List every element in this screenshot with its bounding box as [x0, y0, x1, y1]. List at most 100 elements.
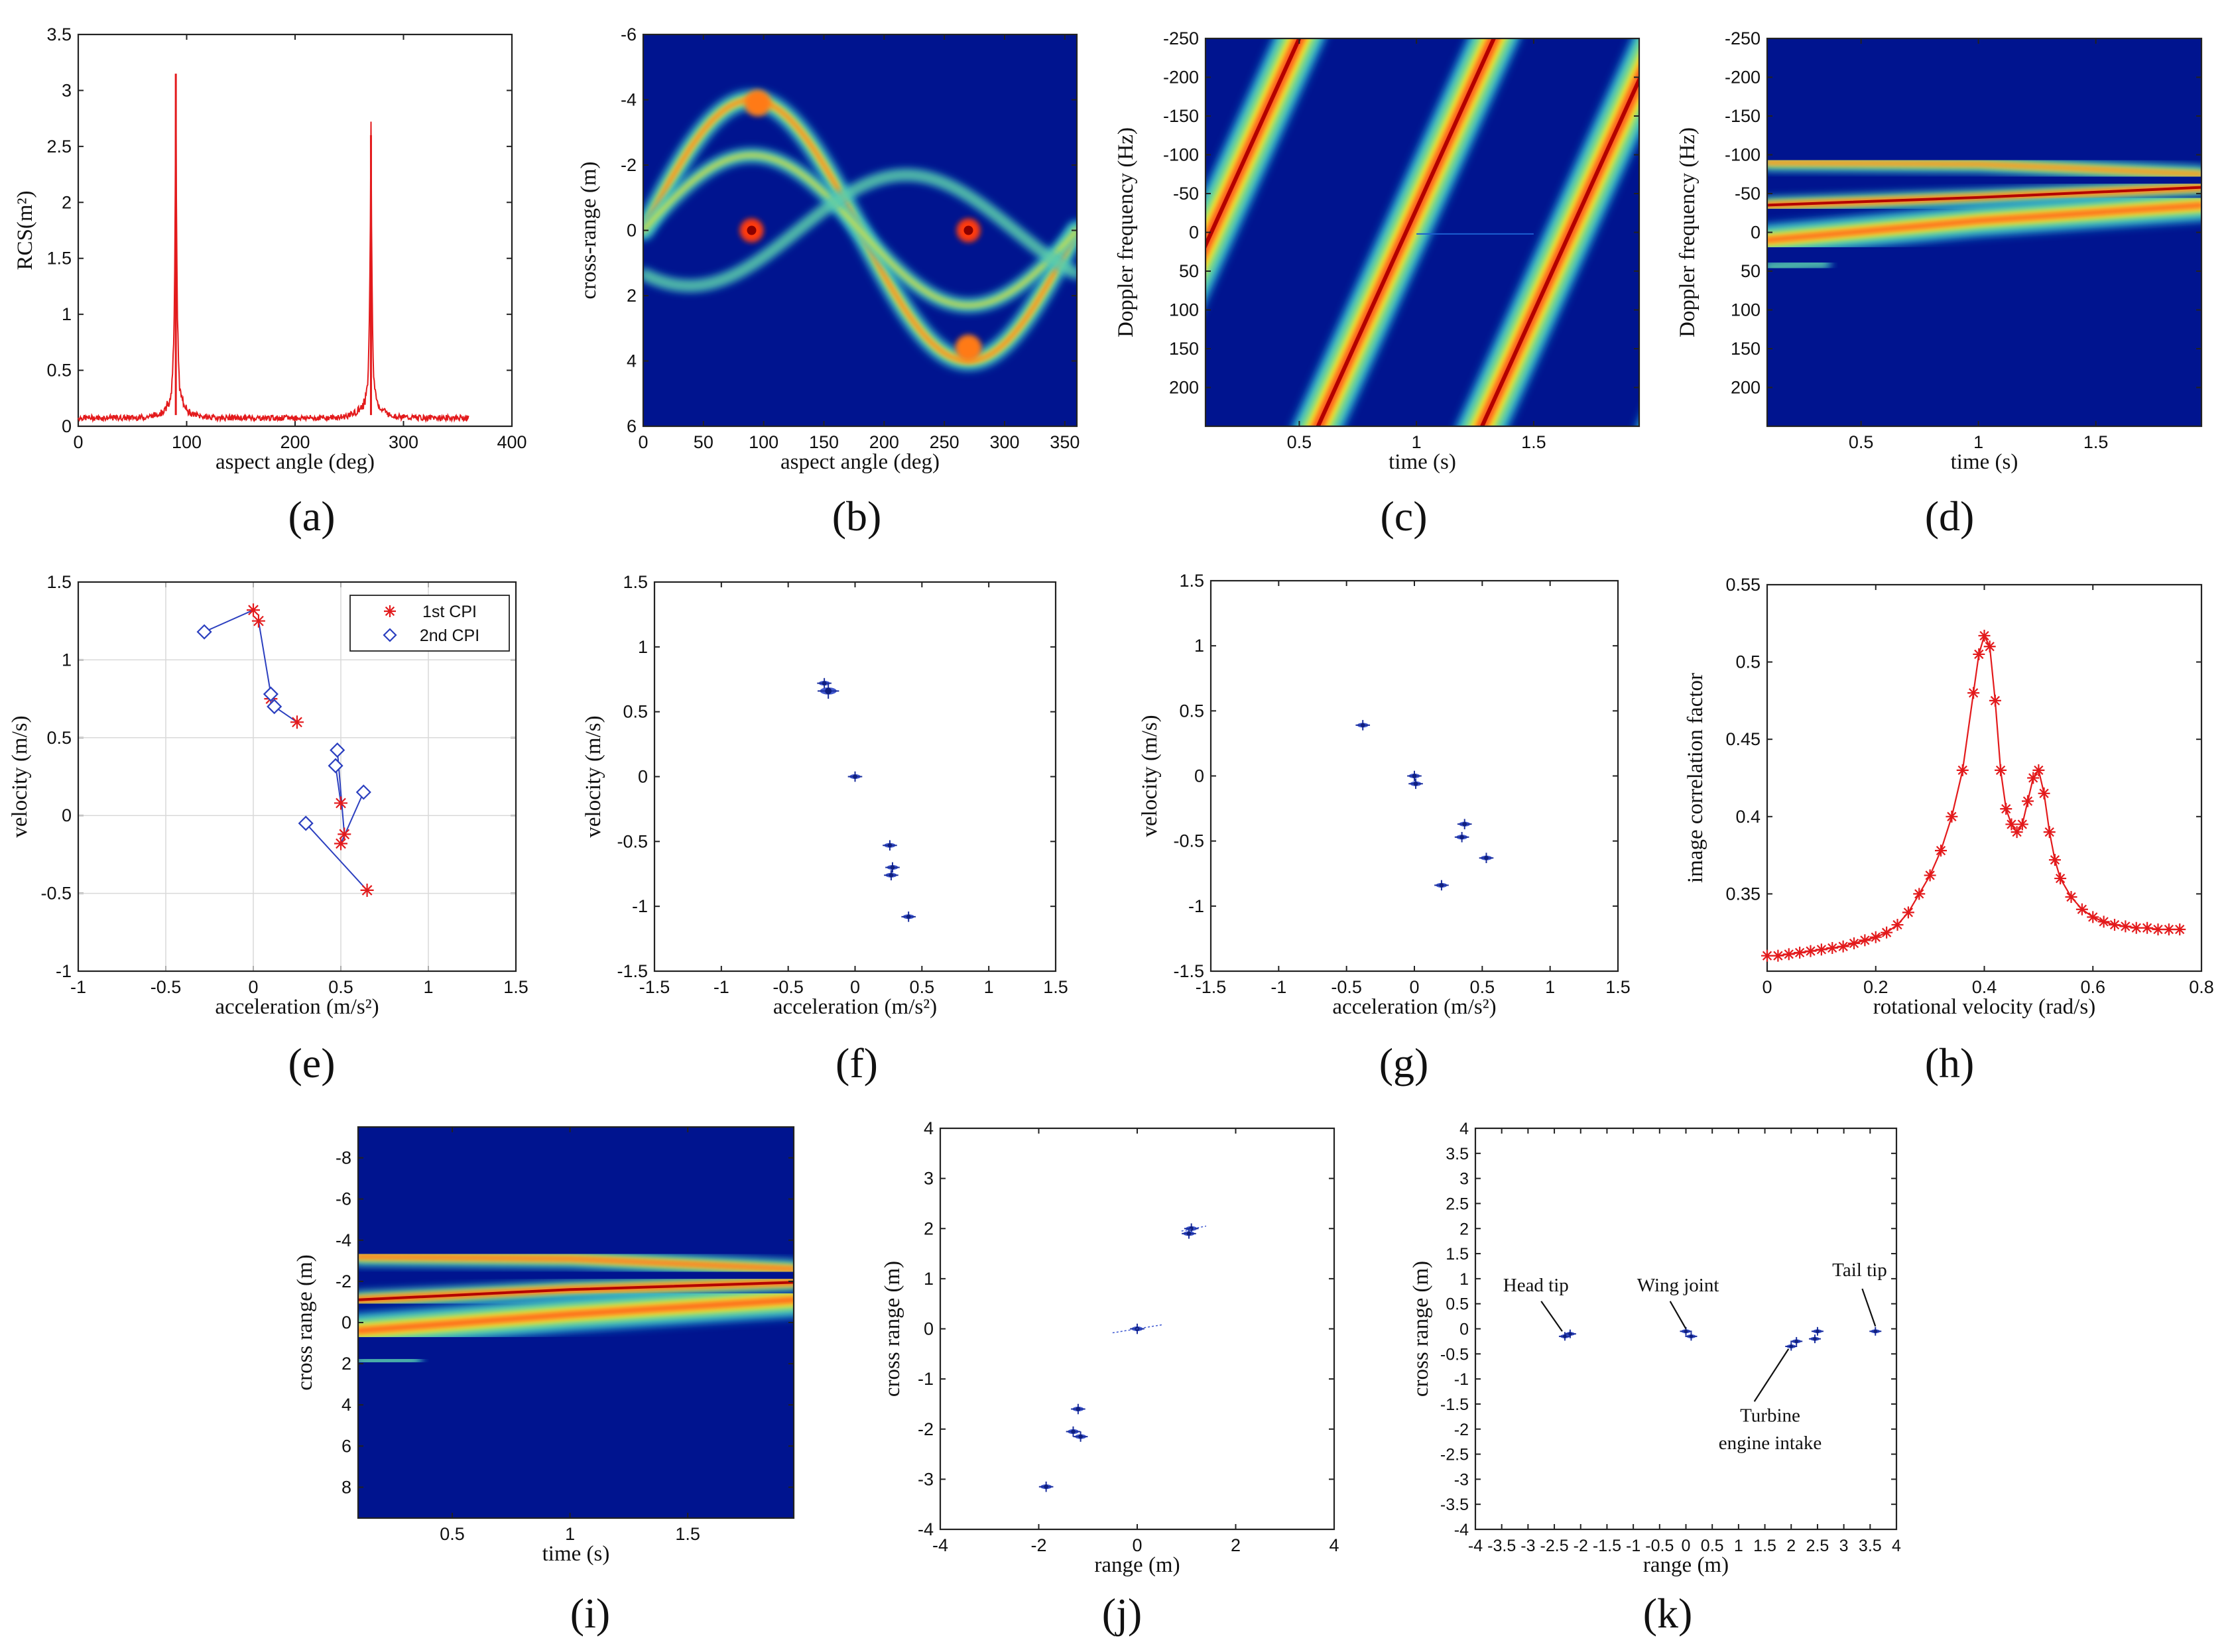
x-tick-label: -0.5: [1331, 977, 1362, 997]
y-tick-label: -250: [1163, 29, 1199, 48]
y-tick-label: -4: [336, 1230, 351, 1250]
x-tick-label: -1: [1270, 977, 1286, 997]
scatter-point: [1484, 855, 1489, 860]
y-tick-label: 0.5: [46, 361, 72, 381]
x-tick-label: 1.5: [675, 1524, 700, 1544]
x-tick-label: -2.5: [1540, 1537, 1569, 1555]
y-tick-label: -1.5: [1440, 1395, 1469, 1414]
scatter-point: [1462, 821, 1467, 827]
correlation-marker: [2050, 855, 2060, 865]
correlation-marker: [1827, 943, 1837, 953]
y-tick-label: -1: [918, 1369, 934, 1389]
panel-label-b: (b): [832, 493, 882, 540]
x-tick-label: 0.5: [1701, 1537, 1724, 1555]
y-tick-label: 0.4: [1735, 807, 1761, 827]
y-tick-label: -3: [918, 1469, 934, 1489]
x-tick-label: 1: [1973, 432, 1983, 452]
x-tick-label: 300: [389, 432, 418, 452]
y-tick-label: -2: [918, 1419, 934, 1439]
x-tick-label: 400: [497, 432, 526, 452]
panel-label-i: (i): [570, 1590, 610, 1637]
specular-core: [963, 225, 973, 235]
y-tick-label: -150: [1163, 106, 1199, 126]
band-middle: [1767, 186, 2201, 207]
chart-k: -4 -3.5 -3 -2.5 -2 -1.5 -1 -0.5 0 0.5 1 1.5 2 2.5 3 3.5…: [1409, 1120, 1901, 1577]
correlation-marker: [2022, 796, 2033, 806]
scatterer: [1071, 1429, 1076, 1434]
plot-frame: [1766, 583, 2203, 973]
y-tick-label: -0.5: [1173, 831, 1204, 851]
x-axis-label: time (s): [542, 1542, 610, 1566]
y-tick-label: -4: [1454, 1521, 1469, 1539]
x-tick-label: 0.5: [1470, 977, 1495, 997]
chart-b: 0 50 100 150 200 250 300 350 -6 -4 -2 0 2 4 6 aspect an…: [577, 25, 1080, 474]
panel-label-f: (f): [836, 1039, 878, 1087]
hotspot-bottom: [955, 334, 982, 361]
legend-box: [349, 595, 510, 652]
y-axis-label: velocity (m/s): [8, 715, 32, 837]
rcs-line: [78, 79, 469, 424]
x-tick-label: 250: [930, 432, 959, 452]
correlation-marker: [1995, 765, 2006, 775]
x-tick-label: 0.5: [440, 1524, 465, 1544]
correlation-marker: [1979, 630, 1989, 641]
band-upper: [358, 1254, 794, 1271]
annotation-wing-joint: Wing joint: [1637, 1275, 1719, 1296]
scatter-point: [1412, 774, 1417, 778]
plot-frame: [77, 581, 517, 973]
scatterer: [1189, 1226, 1194, 1231]
point-2nd-cpi: [328, 758, 343, 774]
y-tick-label: 0.5: [1735, 652, 1761, 672]
y-tick-label: -3: [1454, 1470, 1469, 1489]
x-tick-label: -1.5: [1196, 977, 1227, 997]
scatter-point: [890, 865, 895, 870]
arrow-wing-joint: [1669, 1301, 1687, 1330]
point-1st-cpi: [253, 615, 264, 626]
correlation-marker: [1762, 951, 1772, 961]
plot-frame: [77, 33, 513, 428]
y-tick-label: 2: [924, 1218, 934, 1238]
y-tick-label: -50: [1173, 184, 1199, 204]
x-axis-label: rotational velocity (rad/s): [1873, 995, 2095, 1019]
y-tick-label: 0.5: [623, 702, 648, 722]
y-tick-label: 2: [627, 286, 637, 306]
y-tick-label: -1.5: [617, 961, 648, 981]
y-tick-label: 6: [341, 1436, 351, 1456]
cpi-link: [204, 609, 254, 633]
correlation-marker: [2055, 873, 2066, 884]
x-tick-label: 0.5: [1287, 432, 1312, 452]
point-2nd-cpi: [267, 699, 282, 715]
streak: [1181, 1225, 1207, 1232]
point-2nd-cpi: [263, 686, 278, 702]
correlation-marker: [1903, 908, 1914, 917]
x-tick-label: 4: [1329, 1535, 1339, 1555]
correlation-marker: [2142, 923, 2152, 933]
y-tick-label: 200: [1731, 378, 1761, 398]
y-tick-label: 1.5: [1179, 571, 1204, 591]
specular-core: [747, 225, 757, 235]
y-tick-label: 1: [62, 650, 72, 670]
correlation-marker: [2121, 921, 2131, 931]
plot-frame: [653, 581, 1057, 973]
annotation-engine-intake: engine intake: [1719, 1433, 1822, 1454]
y-axis-label: cross range (m): [881, 1261, 904, 1397]
scatterer: [1816, 1329, 1820, 1334]
scatter-point: [853, 774, 857, 779]
annotation-turbine: Turbine: [1740, 1405, 1800, 1426]
x-tick-label: 2: [1786, 1537, 1796, 1555]
y-tick-label: 50: [1741, 261, 1761, 281]
scatterer: [1186, 1231, 1192, 1236]
scatter-point: [889, 872, 894, 878]
x-tick-label: 0.5: [1849, 432, 1874, 452]
x-tick-label: -3: [1520, 1537, 1535, 1555]
scatterer: [1789, 1344, 1793, 1348]
x-axis-label: acceleration (m/s²): [215, 995, 379, 1019]
y-tick-label: -250: [1725, 29, 1761, 48]
x-tick-label: 0: [73, 432, 83, 452]
x-tick-label: 1: [423, 977, 433, 997]
y-tick-label: 100: [1169, 300, 1199, 320]
y-tick-label: 3.5: [46, 25, 72, 44]
cpi-link: [257, 620, 272, 695]
correlation-marker: [1968, 688, 1979, 698]
